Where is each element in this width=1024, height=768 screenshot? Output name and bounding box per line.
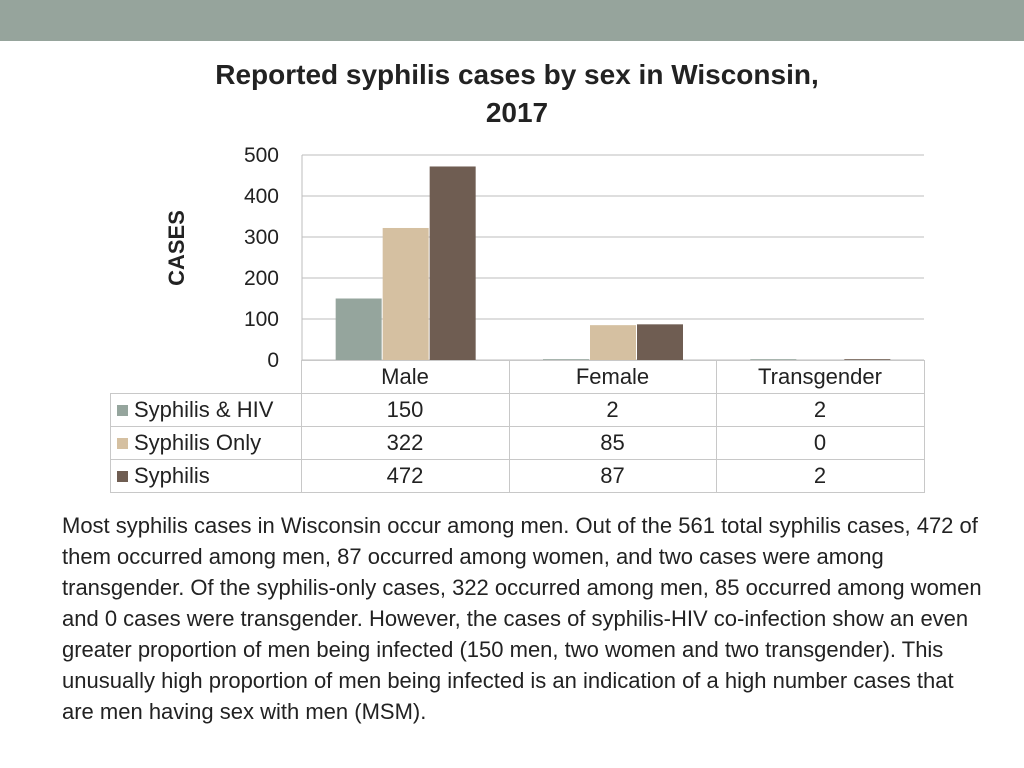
table-header-row: Male Female Transgender [110, 360, 925, 394]
table-cell: 472 [300, 459, 510, 493]
bar-syphilis-transgender [844, 359, 891, 360]
bar-syphilis-female [637, 324, 683, 360]
table-cell: 85 [508, 426, 717, 460]
bar-syphilis-male [429, 166, 476, 360]
bar-syphilis-hiv-female [543, 359, 589, 360]
table-cell: 322 [300, 426, 510, 460]
bar-syphilis-hiv-male [335, 298, 382, 360]
table-corner [110, 360, 302, 394]
table-row: Syphilis 472 87 2 [110, 459, 925, 493]
table-cell: 87 [508, 459, 717, 493]
table-cell: 150 [300, 393, 510, 427]
y-tick-label: 500 [244, 144, 279, 167]
legend-swatch [117, 471, 128, 482]
table-row: Syphilis & HIV 150 2 2 [110, 393, 925, 427]
table-cell: 2 [715, 459, 925, 493]
data-table: Male Female Transgender Syphilis & HIV 1… [110, 360, 925, 493]
legend-label: Syphilis & HIV [134, 397, 274, 422]
legend-label: Syphilis Only [134, 430, 262, 455]
chart-title: Reported syphilis cases by sex in Wiscon… [215, 59, 819, 128]
header-bar [0, 0, 1024, 41]
table-cell: 2 [508, 393, 717, 427]
legend-swatch [117, 438, 128, 449]
table-cell: 2 [715, 393, 925, 427]
legend-swatch [117, 405, 128, 416]
bar-syphilis-only-female [590, 325, 636, 360]
y-tick-label: 200 [244, 267, 279, 290]
table-cell: 0 [715, 426, 925, 460]
y-tick-label: 400 [244, 185, 279, 208]
y-tick-label: 100 [244, 308, 279, 331]
legend-label: Syphilis [134, 463, 210, 488]
bar-syphilis-only-male [382, 227, 429, 360]
table-header-male: Male [300, 360, 510, 394]
legend-entry-syphilis: Syphilis [110, 459, 302, 493]
table-header-transgender: Transgender [715, 360, 925, 394]
table-header-female: Female [508, 360, 717, 394]
legend-entry-syphilis-only: Syphilis Only [110, 426, 302, 460]
legend-entry-syphilis-hiv: Syphilis & HIV [110, 393, 302, 427]
description-text: Most syphilis cases in Wisconsin occur a… [62, 513, 982, 724]
y-tick-label: 300 [244, 226, 279, 249]
table-row: Syphilis Only 322 85 0 [110, 426, 925, 460]
bar-syphilis-hiv-transgender [750, 359, 797, 360]
